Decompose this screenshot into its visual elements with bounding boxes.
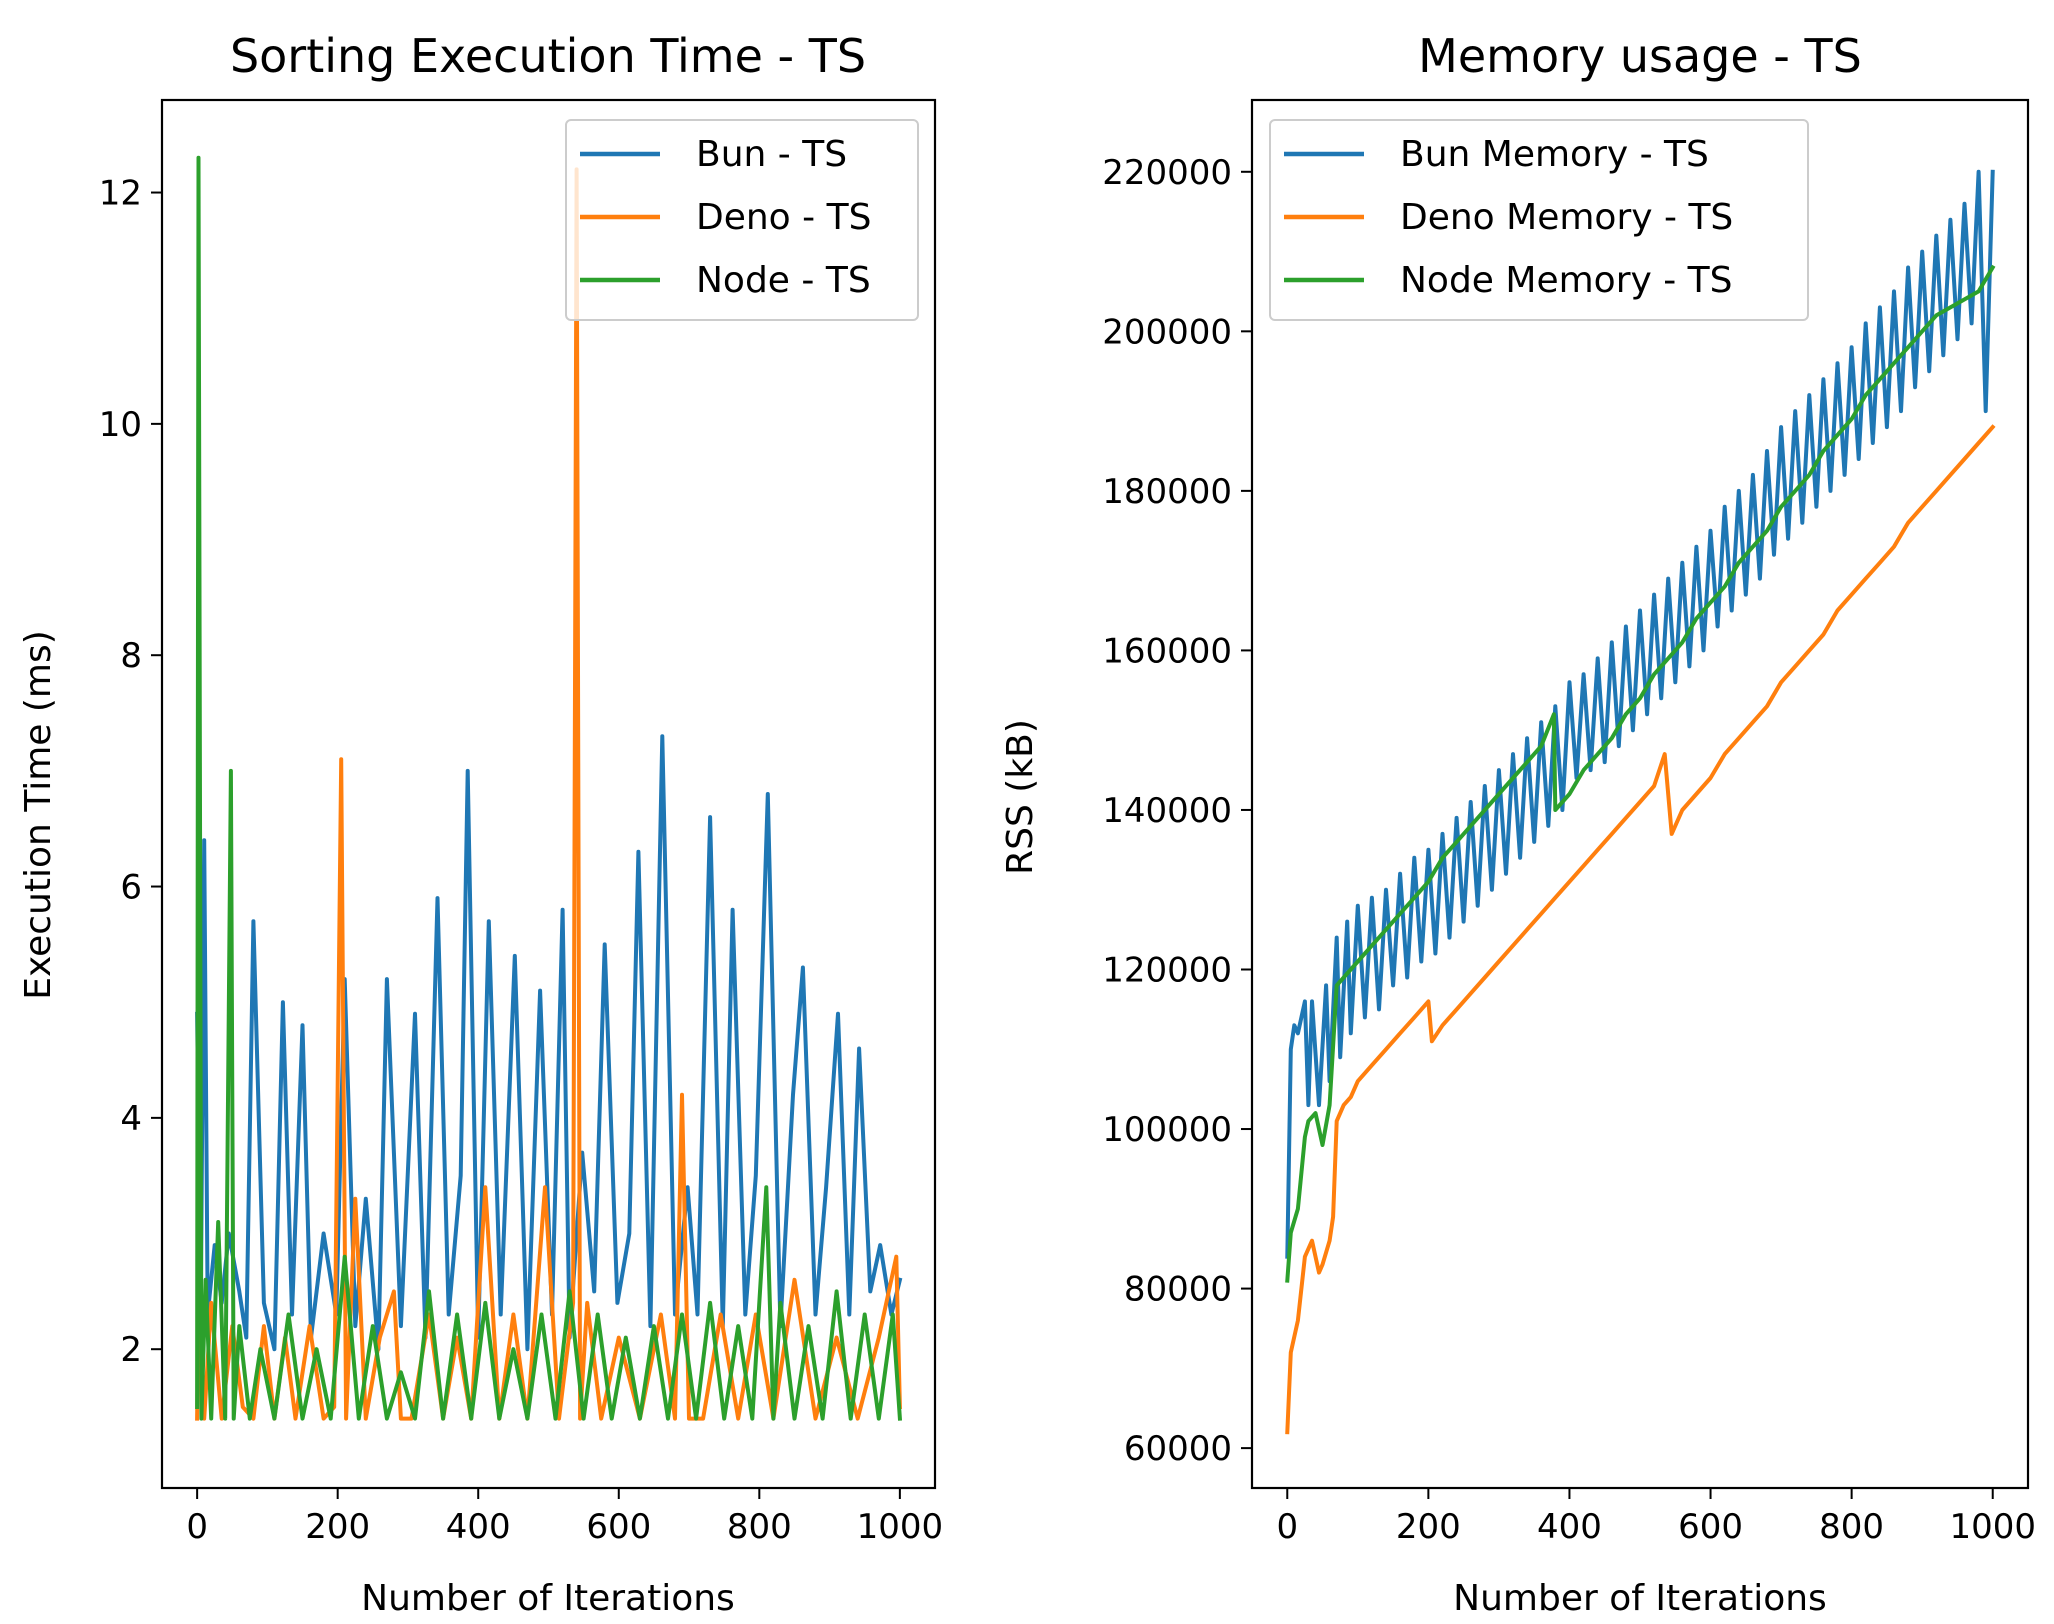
legend-label: Bun Memory - TS <box>1400 134 1709 175</box>
y-tick-label: 200000 <box>1102 312 1232 352</box>
x-tick-label: 600 <box>1678 1507 1743 1547</box>
execution-time-chart: Sorting Execution Time - TS Number of It… <box>18 29 943 1619</box>
y-tick-label: 160000 <box>1102 631 1232 671</box>
series-line-2 <box>195 155 903 1421</box>
x-ticks: 0 200 400 600 800 1000 <box>1276 1488 2036 1547</box>
legend-box <box>565 119 919 321</box>
x-ticks: 0 200 400 600 800 1000 <box>186 1488 943 1547</box>
y-tick-label: 100000 <box>1102 1110 1232 1150</box>
x-axis-label: Number of Iterations <box>1453 1578 1827 1619</box>
legend: Bun Memory - TS Deno Memory - TS Node Memo… <box>1269 119 1809 321</box>
y-tick-label: 80000 <box>1124 1270 1232 1310</box>
x-tick-label: 0 <box>1276 1507 1298 1547</box>
x-tick-label: 0 <box>186 1507 208 1547</box>
chart-title: Memory usage - TS <box>1418 29 1862 83</box>
y-tick-label: 180000 <box>1102 472 1232 512</box>
series-line-1 <box>1285 424 1996 1435</box>
legend-label: Bun - TS <box>696 134 847 175</box>
memory-usage-chart: Memory usage - TS Number of Iterations R… <box>1000 29 2036 1619</box>
y-tick-label: 140000 <box>1102 791 1232 831</box>
y-ticks: 60000 80000 100000 120000 140000 160000 180000… <box>1102 153 1252 1469</box>
y-tick-label: 120000 <box>1102 950 1232 990</box>
x-tick-label: 400 <box>1537 1507 1602 1547</box>
plot-frame <box>1250 98 2030 1490</box>
x-tick-label: 200 <box>305 1507 370 1547</box>
series-line-0 <box>1285 169 1995 1259</box>
y-tick-label: 60000 <box>1124 1429 1232 1469</box>
legend-box <box>1269 119 1809 321</box>
x-tick-label: 600 <box>586 1507 651 1547</box>
y-axis-label: Execution Time (ms) <box>18 630 59 1000</box>
legend-label: Node Memory - TS <box>1400 260 1733 301</box>
y-tick-label: 8 <box>120 636 142 676</box>
y-tick-label: 10 <box>99 405 142 445</box>
y-tick-label: 6 <box>120 868 142 908</box>
y-tick-label: 220000 <box>1102 153 1232 193</box>
y-axis-label: RSS (kB) <box>1000 719 1041 875</box>
y-tick-label: 4 <box>120 1099 142 1139</box>
x-tick-label: 800 <box>727 1507 792 1547</box>
x-tick-label: 800 <box>1819 1507 1884 1547</box>
x-tick-label: 1000 <box>857 1507 944 1547</box>
x-tick-label: 200 <box>1396 1507 1461 1547</box>
y-tick-label: 12 <box>99 174 142 214</box>
chart-title: Sorting Execution Time - TS <box>230 29 866 83</box>
x-tick-label: 1000 <box>1949 1507 2036 1547</box>
legend-label: Node - TS <box>696 260 871 301</box>
legend-label: Deno Memory - TS <box>1400 197 1733 238</box>
x-axis-label: Number of Iterations <box>361 1578 735 1619</box>
plot-lines <box>1285 169 1996 1435</box>
plot-lines <box>195 155 903 1421</box>
series-line-2 <box>1285 264 1996 1283</box>
x-tick-label: 400 <box>446 1507 511 1547</box>
y-tick-label: 2 <box>120 1330 142 1370</box>
plot-frame <box>160 98 937 1490</box>
legend-label: Deno - TS <box>696 197 871 238</box>
legend: Bun - TS Deno - TS Node - TS <box>565 119 919 321</box>
series-line-0 <box>195 734 903 1352</box>
y-ticks: 2 4 6 8 10 12 <box>99 174 162 1370</box>
